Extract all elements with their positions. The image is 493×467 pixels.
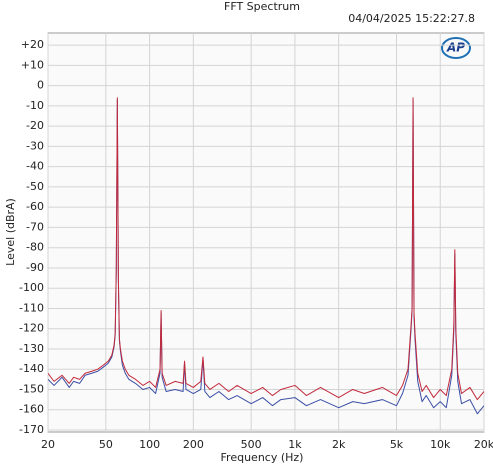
traces bbox=[48, 97, 484, 415]
x-tick-label: 500 bbox=[241, 438, 262, 451]
y-tick-label: 0 bbox=[37, 79, 44, 92]
y-tick-label: -100 bbox=[19, 281, 44, 294]
x-tick-label: 20k bbox=[474, 438, 493, 451]
ap-logo: AP bbox=[441, 37, 471, 59]
x-tick-label: 50 bbox=[99, 438, 113, 451]
x-tick-label: 10k bbox=[430, 438, 451, 451]
x-tick-label: 200 bbox=[183, 438, 204, 451]
y-tick-label: -60 bbox=[26, 200, 44, 213]
y-tick-label: -160 bbox=[19, 403, 44, 416]
y-tick-label: -140 bbox=[19, 362, 44, 375]
timestamp: 04/04/2025 15:22:27.8 bbox=[348, 12, 475, 25]
x-tick-label: 2k bbox=[332, 438, 346, 451]
y-tick-label: -70 bbox=[26, 220, 44, 233]
x-tick-label: 1k bbox=[288, 438, 302, 451]
y-tick-label: -170 bbox=[19, 423, 44, 436]
y-tick-label: -50 bbox=[26, 180, 44, 193]
y-tick-label: -120 bbox=[19, 322, 44, 335]
chart-title: FFT Spectrum bbox=[224, 0, 300, 13]
y-tick-label: -90 bbox=[26, 261, 44, 274]
x-axis-label: Frequency (Hz) bbox=[221, 451, 304, 464]
grid bbox=[47, 33, 485, 432]
y-tick-label: -30 bbox=[26, 139, 44, 152]
x-tick-label: 20 bbox=[41, 438, 55, 451]
y-axis-label: Level (dBrA) bbox=[4, 198, 17, 266]
tick-labels: +20 +10 0 -10 -20 -30 -40 -50 -60 -70 -80 -90 -100 -1… bbox=[19, 38, 493, 451]
logo-text: AP bbox=[446, 41, 465, 55]
y-tick-label: +10 bbox=[21, 58, 44, 71]
y-tick-label: -110 bbox=[19, 301, 44, 314]
x-tick-label: 100 bbox=[139, 438, 160, 451]
y-tick-label: -40 bbox=[26, 160, 44, 173]
logo-swoosh bbox=[441, 37, 471, 59]
y-tick-label: +20 bbox=[21, 38, 44, 51]
plot-area bbox=[47, 32, 485, 433]
y-tick-label: -130 bbox=[19, 342, 44, 355]
x-tick-label: 5k bbox=[390, 438, 404, 451]
y-tick-label: -80 bbox=[26, 241, 44, 254]
spectrum-trace bbox=[48, 97, 484, 401]
y-tick-label: -10 bbox=[26, 99, 44, 112]
y-tick-label: -20 bbox=[26, 119, 44, 132]
y-tick-label: -150 bbox=[19, 382, 44, 395]
